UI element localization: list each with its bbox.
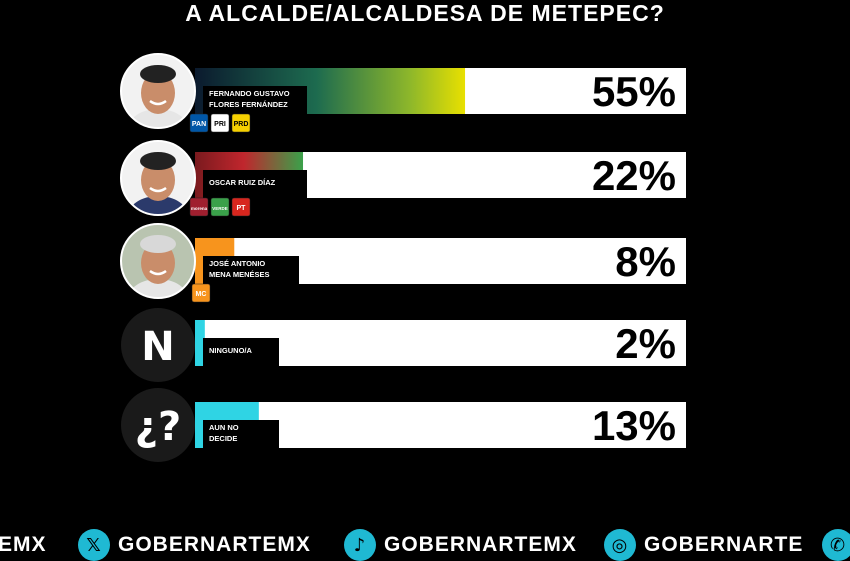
party-logo-text: morena [191,206,208,211]
party-logo-text: VERDE [212,206,228,211]
party-logo-text: PAN [192,121,206,128]
footer-x-link[interactable]: 𝕏 GOBERNARTEMX [78,529,311,561]
chart-row: FERNANDO GUSTAVO FLORES FERNÁNDEZ 55% PAN PR… [120,53,686,133]
value-label: 8% [615,238,676,285]
candidate-name: JOSÉ ANTONIO [209,259,265,268]
value-label: 13% [592,402,676,449]
whatsapp-icon: ✆ [822,529,850,561]
party-logo-text: PT [237,205,247,212]
ninguno-icon [121,308,195,382]
avatar-glyph: ¿? [135,404,181,450]
avatar-glyph: N [141,324,174,370]
poll-chart: FERNANDO GUSTAVO FLORES FERNÁNDEZ 55% PAN PR… [120,53,686,462]
candidate-name: OSCAR RUIZ DÍAZ [209,178,276,187]
footer-instagram-link[interactable]: ◎ GOBERNARTE [604,529,804,561]
footer-x-handle: GOBERNARTEMX [118,533,311,556]
candidate-name: FLORES FERNÁNDEZ [209,100,288,109]
candidate-name: FERNANDO GUSTAVO [209,89,290,98]
party-logo-icon [231,113,251,133]
footer-partial-text: EMX [0,533,47,556]
name-label-box [203,170,307,202]
name-label-box [203,86,307,118]
social-footer: EMX 𝕏 GOBERNARTEMX ♪ GOBERNARTEMX ◎ GOBE… [0,526,850,561]
name-label-box [203,420,279,452]
portrait [121,141,195,215]
party-logo-icon [231,197,251,217]
x-icon: 𝕏 [78,529,110,561]
candidate-name: DECIDE [209,434,237,443]
portrait [121,54,195,128]
party-logo-icon [210,197,230,217]
party-logo-text: MC [196,291,207,298]
bar-fill [195,320,205,366]
footer-handle-partial: EMX [0,530,47,560]
name-label-box [203,256,299,288]
value-label: 22% [592,152,676,199]
party-logo-text: PRD [234,121,249,128]
candidate-name: MENA MENÉSES [209,270,270,279]
tiktok-icon: ♪ [344,529,376,561]
chart-title: A ALCALDE/ALCALDESA DE METEPEC? [185,0,665,26]
party-logo-icon [210,113,230,133]
value-label: 2% [615,320,676,367]
party-logo-icon [189,113,209,133]
candidate-name: NINGUNO/A [209,346,253,355]
instagram-icon: ◎ [604,529,636,561]
portrait [121,224,195,298]
chart-row: AUN NO DECIDE 13% ¿? [121,388,686,462]
chart-row: OSCAR RUIZ DÍAZ 22% morena VERDE PT [120,140,686,217]
footer-instagram-handle: GOBERNARTE [644,533,804,556]
party-logo-text: PRI [214,121,226,128]
party-logo-icon [191,283,211,303]
candidate-name: AUN NO [209,423,239,432]
chart-row: JOSÉ ANTONIO MENA MENÉSES 8% MC [120,223,686,303]
chart-row: NINGUNO/A 2% N [121,308,686,382]
footer-tiktok-handle: GOBERNARTEMX [384,533,577,556]
footer-tiktok-link[interactable]: ♪ GOBERNARTEMX [344,529,577,561]
question-icon [121,388,195,462]
footer-whatsapp-link[interactable]: ✆ [822,529,850,561]
value-label: 55% [592,68,676,115]
party-logo-icon [189,197,209,217]
name-label-box [203,338,279,370]
